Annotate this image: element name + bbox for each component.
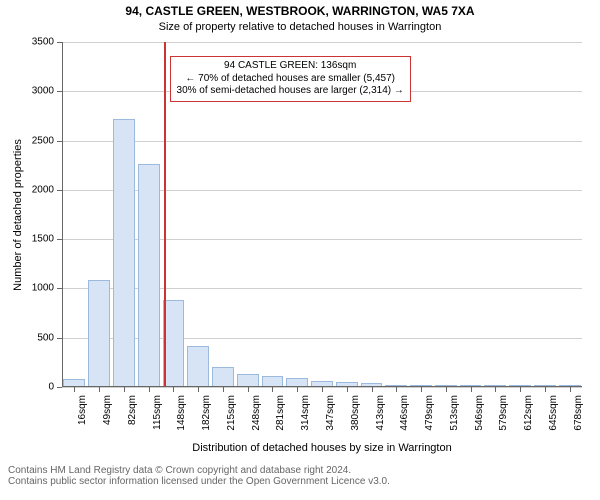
chart-title: 94, CASTLE GREEN, WESTBROOK, WARRINGTON,… xyxy=(0,4,600,18)
y-tick-label: 3000 xyxy=(0,86,54,97)
histogram-bar xyxy=(187,346,209,387)
x-tick-mark xyxy=(396,387,397,392)
x-tick-mark xyxy=(446,387,447,392)
x-tick-mark xyxy=(149,387,150,392)
y-tick-label: 500 xyxy=(0,332,54,343)
y-tick-mark xyxy=(57,91,62,92)
y-axis-label: Number of detached properties xyxy=(12,139,24,291)
y-tick-label: 1000 xyxy=(0,283,54,294)
x-tick-mark xyxy=(297,387,298,392)
annotation-line: ← 70% of detached houses are smaller (5,… xyxy=(177,73,404,86)
y-tick-label: 3500 xyxy=(0,37,54,48)
annotation-box: 94 CASTLE GREEN: 136sqm← 70% of detached… xyxy=(170,56,411,102)
x-tick-mark xyxy=(124,387,125,392)
y-tick-mark xyxy=(57,141,62,142)
histogram-bar xyxy=(138,164,160,387)
histogram-bar xyxy=(286,378,308,387)
y-tick-mark xyxy=(57,338,62,339)
x-tick-mark xyxy=(322,387,323,392)
footer-attribution: Contains HM Land Registry data © Crown c… xyxy=(8,465,600,487)
x-tick-mark xyxy=(74,387,75,392)
x-tick-mark xyxy=(495,387,496,392)
x-tick-mark xyxy=(520,387,521,392)
grid-line xyxy=(62,42,582,43)
chart-subtitle: Size of property relative to detached ho… xyxy=(0,21,600,33)
y-tick-mark xyxy=(57,288,62,289)
y-tick-label: 0 xyxy=(0,382,54,393)
y-tick-mark xyxy=(57,387,62,388)
histogram-bar xyxy=(237,374,259,387)
x-tick-mark xyxy=(99,387,100,392)
x-axis-label: Distribution of detached houses by size … xyxy=(62,442,582,454)
histogram-bar xyxy=(88,280,110,387)
x-tick-mark xyxy=(471,387,472,392)
reference-line xyxy=(164,42,166,387)
y-tick-mark xyxy=(57,239,62,240)
histogram-bar xyxy=(212,367,234,387)
grid-line xyxy=(62,141,582,142)
x-tick-mark xyxy=(223,387,224,392)
x-tick-mark xyxy=(347,387,348,392)
x-tick-mark xyxy=(272,387,273,392)
y-tick-label: 1500 xyxy=(0,234,54,245)
x-tick-mark xyxy=(173,387,174,392)
annotation-line: 30% of semi-detached houses are larger (… xyxy=(177,85,404,98)
y-tick-label: 2500 xyxy=(0,135,54,146)
annotation-line: 94 CASTLE GREEN: 136sqm xyxy=(177,60,404,73)
property-size-chart: 94, CASTLE GREEN, WESTBROOK, WARRINGTON,… xyxy=(0,0,600,500)
histogram-bar xyxy=(163,300,185,387)
footer-line-2: Contains public sector information licen… xyxy=(8,476,600,487)
y-tick-label: 2000 xyxy=(0,184,54,195)
y-tick-mark xyxy=(57,190,62,191)
footer-line-1: Contains HM Land Registry data © Crown c… xyxy=(8,465,600,476)
x-tick-mark xyxy=(570,387,571,392)
histogram-bar xyxy=(113,119,135,387)
x-tick-mark xyxy=(421,387,422,392)
x-tick-mark xyxy=(545,387,546,392)
x-tick-mark xyxy=(198,387,199,392)
x-tick-mark xyxy=(248,387,249,392)
histogram-bar xyxy=(262,376,284,387)
histogram-bar xyxy=(63,379,85,387)
x-tick-mark xyxy=(372,387,373,392)
y-tick-mark xyxy=(57,42,62,43)
